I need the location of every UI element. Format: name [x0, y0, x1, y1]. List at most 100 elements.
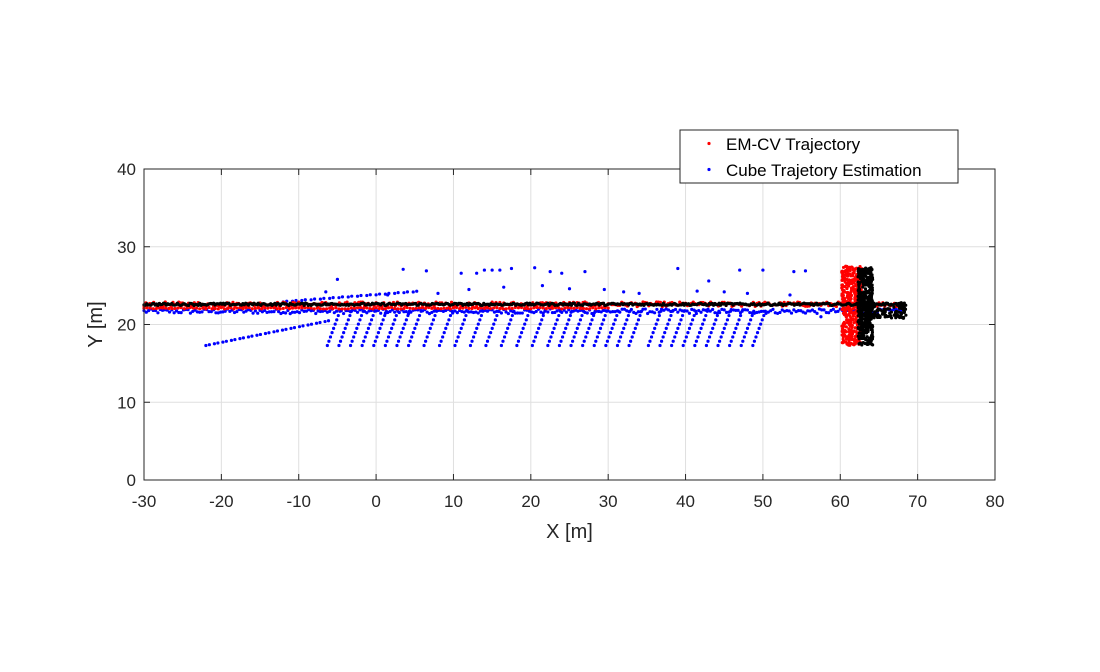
point-cube-trajetory-estimation	[390, 326, 394, 330]
point-cube-trajetory-estimation	[410, 335, 414, 339]
point-cube-trajetory-estimation	[383, 343, 387, 348]
point-cube-trajetory-estimation	[744, 331, 748, 335]
point-cube-trajetory-estimation	[301, 324, 305, 328]
point-cube-trajetory-estimation	[597, 331, 601, 335]
point-em-cv-trajectory	[380, 306, 384, 311]
point-cube-trajetory-estimation	[824, 310, 828, 315]
x-tick-label: 80	[986, 492, 1005, 511]
point-cube-trajetory-estimation	[455, 311, 459, 315]
point-cube-trajetory-estimation	[719, 335, 723, 339]
point-cube-trajetory-estimation	[405, 290, 410, 294]
point-cube-trajetory-estimation	[618, 335, 623, 339]
point-series-2	[863, 305, 867, 310]
point-cube-trajetory-estimation	[244, 309, 248, 313]
point-cube-trajetory-estimation	[567, 318, 571, 322]
point-cube-trajetory-estimation	[550, 331, 555, 335]
point-em-cv-trajectory	[501, 307, 505, 311]
point-em-cv-trajectory	[848, 272, 852, 276]
point-cube-trajetory-estimation	[156, 311, 160, 315]
point-cube-trajetory-estimation	[352, 335, 356, 339]
point-cube-trajetory-estimation	[628, 309, 632, 313]
legend-marker-cube	[707, 167, 711, 172]
point-cube-trajetory-estimation	[441, 335, 445, 339]
point-em-cv-trajectory	[281, 306, 285, 311]
point-cube-trajetory-estimation	[643, 307, 647, 311]
point-cube-trajetory-estimation	[627, 343, 631, 348]
point-series-2	[899, 301, 903, 305]
point-em-cv-trajectory	[844, 325, 848, 329]
point-cube-trajetory-estimation	[337, 296, 341, 300]
point-cube-trajetory-estimation	[792, 308, 796, 312]
point-cube-trajetory-estimation	[306, 323, 310, 327]
point-cube-trajetory-estimation	[207, 343, 211, 347]
point-em-cv-trajectory	[145, 306, 149, 310]
point-cube-trajetory-estimation	[458, 331, 462, 335]
point-em-cv-trajectory	[377, 307, 381, 311]
point-em-cv-trajectory	[840, 341, 844, 345]
point-cube-trajetory-estimation	[318, 297, 322, 301]
point-em-cv-trajectory	[848, 323, 852, 327]
point-series-2	[869, 333, 874, 338]
point-cube-trajetory-estimation	[284, 327, 288, 331]
point-cube-trajetory-estimation	[552, 326, 556, 330]
point-cube-trajetory-estimation	[557, 343, 562, 348]
point-cube-trajetory-estimation	[492, 322, 496, 326]
point-cube-trajetory-estimation	[462, 318, 466, 322]
point-cube-trajetory-estimation	[326, 319, 331, 323]
point-em-cv-trajectory	[488, 307, 493, 311]
point-em-cv-trajectory	[845, 283, 849, 287]
point-cube-trajetory-estimation	[620, 331, 624, 335]
point-cube-trajetory-estimation	[602, 287, 606, 292]
point-cube-trajetory-estimation	[267, 310, 271, 314]
point-series-2	[861, 285, 865, 289]
point-em-cv-trajectory	[479, 306, 483, 310]
point-em-cv-trajectory	[845, 286, 849, 291]
point-series-2	[862, 277, 866, 281]
point-cube-trajetory-estimation	[263, 331, 268, 336]
point-em-cv-trajectory	[532, 306, 536, 310]
point-em-cv-trajectory	[849, 330, 853, 334]
point-em-cv-trajectory	[584, 307, 589, 311]
x-tick-label: -20	[209, 492, 234, 511]
point-cube-trajetory-estimation	[362, 339, 366, 343]
point-cube-trajetory-estimation	[620, 307, 624, 311]
point-em-cv-trajectory	[229, 306, 233, 310]
point-cube-trajetory-estimation	[512, 309, 516, 313]
point-em-cv-trajectory	[402, 306, 406, 311]
point-cube-trajetory-estimation	[649, 335, 654, 339]
axis-ticks: -30 -20 -10 0 10 20 30 40 50 60 70 80 0 10 20 30 40	[117, 160, 1004, 511]
point-em-cv-trajectory	[439, 307, 443, 311]
point-cube-trajetory-estimation	[328, 335, 333, 339]
point-cube-trajetory-estimation	[699, 326, 703, 330]
point-cube-trajetory-estimation	[590, 318, 594, 322]
point-cube-trajetory-estimation	[318, 309, 322, 314]
point-cube-trajetory-estimation	[666, 308, 671, 312]
legend-marker-em-cv	[707, 141, 711, 146]
point-em-cv-trajectory	[519, 305, 524, 310]
point-cube-trajetory-estimation	[715, 313, 719, 318]
point-em-cv-trajectory	[464, 305, 468, 310]
point-cube-trajetory-estimation	[702, 318, 706, 322]
point-em-cv-trajectory	[848, 314, 852, 319]
point-em-cv-trajectory	[399, 307, 403, 311]
point-cube-trajetory-estimation	[761, 268, 765, 272]
point-cube-trajetory-estimation	[778, 310, 782, 315]
point-cube-trajetory-estimation	[499, 311, 504, 315]
point-em-cv-trajectory	[846, 296, 851, 301]
point-series-2	[867, 336, 871, 340]
point-em-cv-trajectory	[492, 306, 496, 310]
point-cube-trajetory-estimation	[333, 322, 337, 326]
point-cube-trajetory-estimation	[424, 339, 428, 343]
point-cube-trajetory-estimation	[555, 309, 559, 313]
point-em-cv-trajectory	[309, 306, 313, 310]
point-series-2	[858, 290, 862, 294]
x-tick-label: 20	[521, 492, 540, 511]
point-cube-trajetory-estimation	[374, 293, 378, 297]
point-cube-trajetory-estimation	[464, 313, 468, 318]
point-series-2	[857, 319, 861, 324]
point-em-cv-trajectory	[408, 306, 412, 310]
point-cube-trajetory-estimation	[679, 318, 683, 322]
point-cube-trajetory-estimation	[740, 309, 744, 313]
point-series-2	[858, 272, 862, 276]
x-tick-label: 60	[831, 492, 850, 511]
